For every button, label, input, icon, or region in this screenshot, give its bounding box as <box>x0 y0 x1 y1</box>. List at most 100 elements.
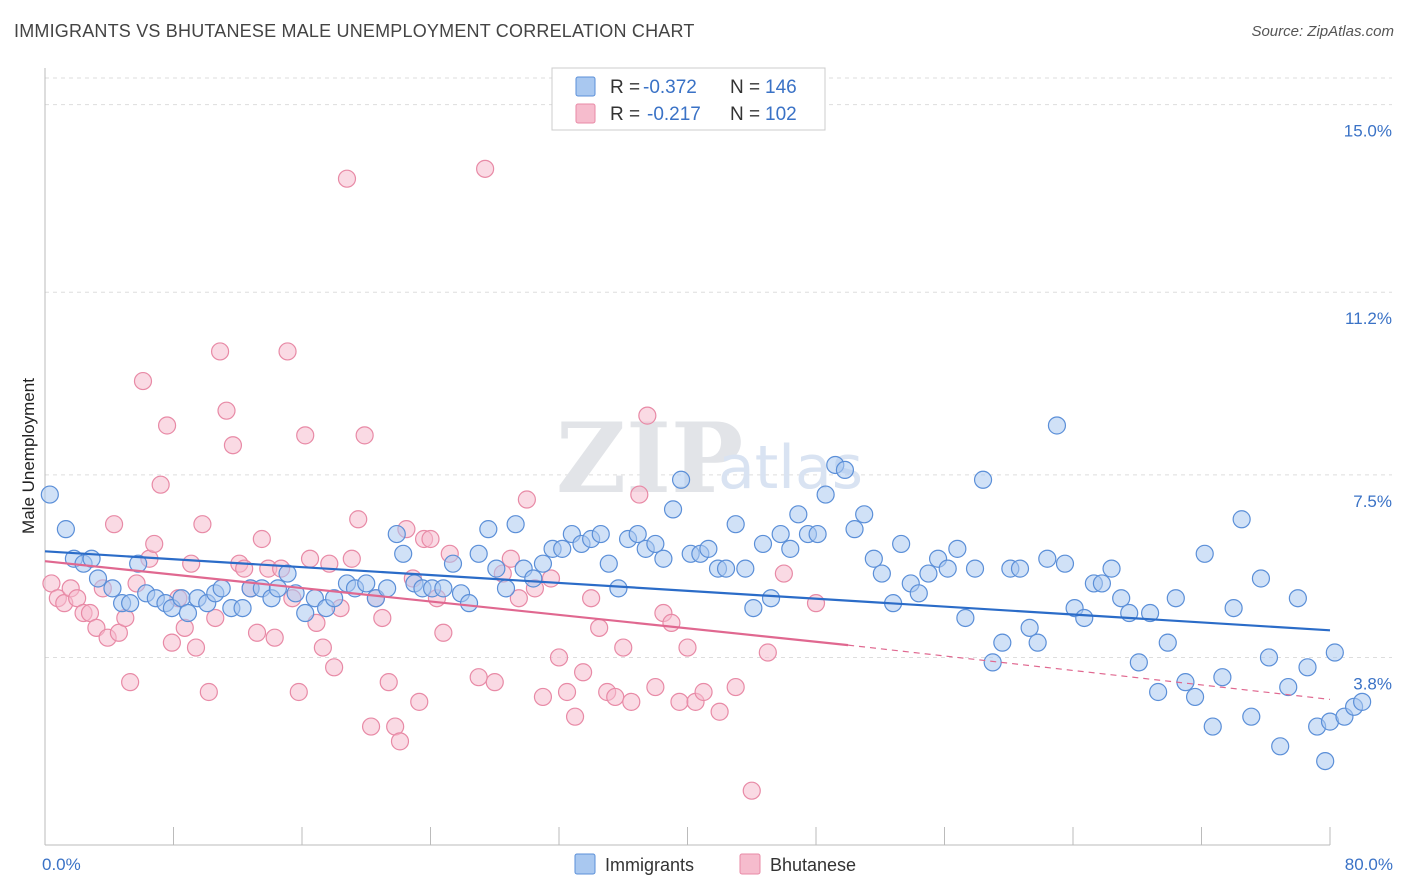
immigrants-point <box>771 524 790 544</box>
immigrants-point <box>1102 559 1121 578</box>
bhutanese-point <box>509 589 528 608</box>
immigrants-point <box>855 505 874 524</box>
immigrants-point <box>1316 751 1335 771</box>
bhutanese-point <box>758 643 777 662</box>
immigrants-point <box>671 470 691 489</box>
immigrants-point <box>965 559 985 578</box>
immigrants-point <box>1213 668 1232 687</box>
bhutanese-point <box>325 658 344 677</box>
legend-swatch-bhutanese <box>575 103 596 124</box>
bhutanese-point <box>476 159 495 178</box>
legend-n-label-2: N = <box>730 104 760 125</box>
y-axis-label: Male Unemployment <box>19 378 38 534</box>
immigrants-point <box>1353 692 1372 711</box>
immigrants-point <box>1195 544 1214 563</box>
immigrants-point <box>434 579 453 598</box>
bhutanese-point <box>614 638 633 657</box>
legend-box <box>551 67 826 131</box>
bhutanese-point <box>806 594 826 613</box>
immigrants-point <box>1140 603 1160 623</box>
immigrants-point <box>654 549 673 568</box>
bottom-legend-bhutanese: Bhutanese <box>770 855 856 875</box>
bhutanese-point <box>193 515 212 534</box>
immigrants-point <box>1298 658 1317 677</box>
bhutanese-point <box>726 677 745 697</box>
bhutanese-point <box>694 682 713 702</box>
chart-title: IMMIGRANTS VS BHUTANESE MALE UNEMPLOYMEN… <box>14 21 695 41</box>
immigrants-point <box>212 579 231 598</box>
bhutanese-point <box>252 529 271 549</box>
immigrants-point <box>864 549 883 568</box>
immigrants-point <box>1129 653 1148 672</box>
immigrants-point <box>716 559 736 578</box>
bottom-legend-immigrants: Immigrants <box>605 855 694 875</box>
immigrants-point <box>599 554 618 573</box>
immigrants-point <box>387 524 406 544</box>
bhutanese-point <box>774 564 793 583</box>
immigrants-point <box>938 559 957 578</box>
immigrants-point <box>1203 717 1222 736</box>
bhutanese-point <box>223 436 243 455</box>
immigrants-point <box>628 524 647 544</box>
bhutanese-point <box>410 692 429 711</box>
bhutanese-point <box>206 608 225 628</box>
bhutanese-point <box>434 623 453 642</box>
immigrants-point <box>1055 554 1075 573</box>
source-label: Source: ZipAtlas.com <box>1251 23 1394 40</box>
bhutanese-point <box>151 475 170 494</box>
bhutanese-point <box>590 618 609 637</box>
immigrants-point <box>1251 569 1271 588</box>
immigrants-point <box>663 500 683 519</box>
axis-layer: 3.8% 7.5% 11.2% 15.0% 0.0% 80.0% <box>42 68 1393 874</box>
immigrants-point <box>268 579 288 598</box>
bhutanese-point <box>145 534 164 554</box>
immigrants-point <box>983 653 1002 672</box>
bhutanese-trend-extension <box>848 644 1331 700</box>
immigrants-point <box>378 579 397 598</box>
bhutanese-point <box>265 628 284 647</box>
bhutanese-point <box>182 554 201 573</box>
immigrants-point <box>919 564 938 583</box>
top-legend: R = -0.372 N = 146 R = -0.217 N = 102 <box>551 67 826 131</box>
bhutanese-point <box>289 682 308 702</box>
bhutanese-point <box>646 677 665 697</box>
y-tick-label: 7.5% <box>1353 492 1392 511</box>
bhutanese-point <box>573 663 593 682</box>
immigrants-point <box>1166 589 1185 608</box>
immigrants-point <box>591 524 610 544</box>
legend-n-value-2: 102 <box>765 104 797 125</box>
immigrants-point <box>1075 608 1094 628</box>
bhutanese-point <box>104 515 124 534</box>
immigrants-point <box>699 539 718 558</box>
immigrants-point <box>973 470 993 489</box>
bottom-legend: Immigrants Bhutanese <box>574 853 856 875</box>
bhutanese-point <box>533 687 553 707</box>
immigrants-point <box>506 515 525 534</box>
immigrants-point <box>357 574 376 593</box>
immigrants-point <box>1010 559 1030 578</box>
immigrants-point <box>103 579 122 598</box>
immigrants-point <box>524 569 543 588</box>
bhutanese-point <box>337 169 357 188</box>
y-tick-label: 3.8% <box>1353 674 1392 693</box>
bhutanese-point <box>606 687 625 707</box>
bhutanese-point <box>162 633 181 652</box>
immigrants-point <box>459 594 479 613</box>
bhutanese-point <box>296 426 315 445</box>
bhutanese-point <box>175 618 194 637</box>
x-tick-label-max: 80.0% <box>1345 855 1393 874</box>
immigrants-point <box>129 554 148 573</box>
immigrants-point <box>1288 589 1307 608</box>
immigrants-point <box>1158 633 1177 652</box>
watermark: ZIP atlas <box>556 402 863 515</box>
immigrants-point <box>286 584 305 603</box>
legend-r-value-2: -0.217 <box>647 104 701 125</box>
bhutanese-point <box>349 510 368 529</box>
immigrants-point <box>781 539 800 558</box>
bhutanese-point <box>710 702 729 721</box>
immigrants-point <box>1047 416 1067 435</box>
bhutanese-point <box>565 707 585 726</box>
y-tick-label: 11.2% <box>1345 309 1392 328</box>
bhutanese-point <box>300 549 320 568</box>
